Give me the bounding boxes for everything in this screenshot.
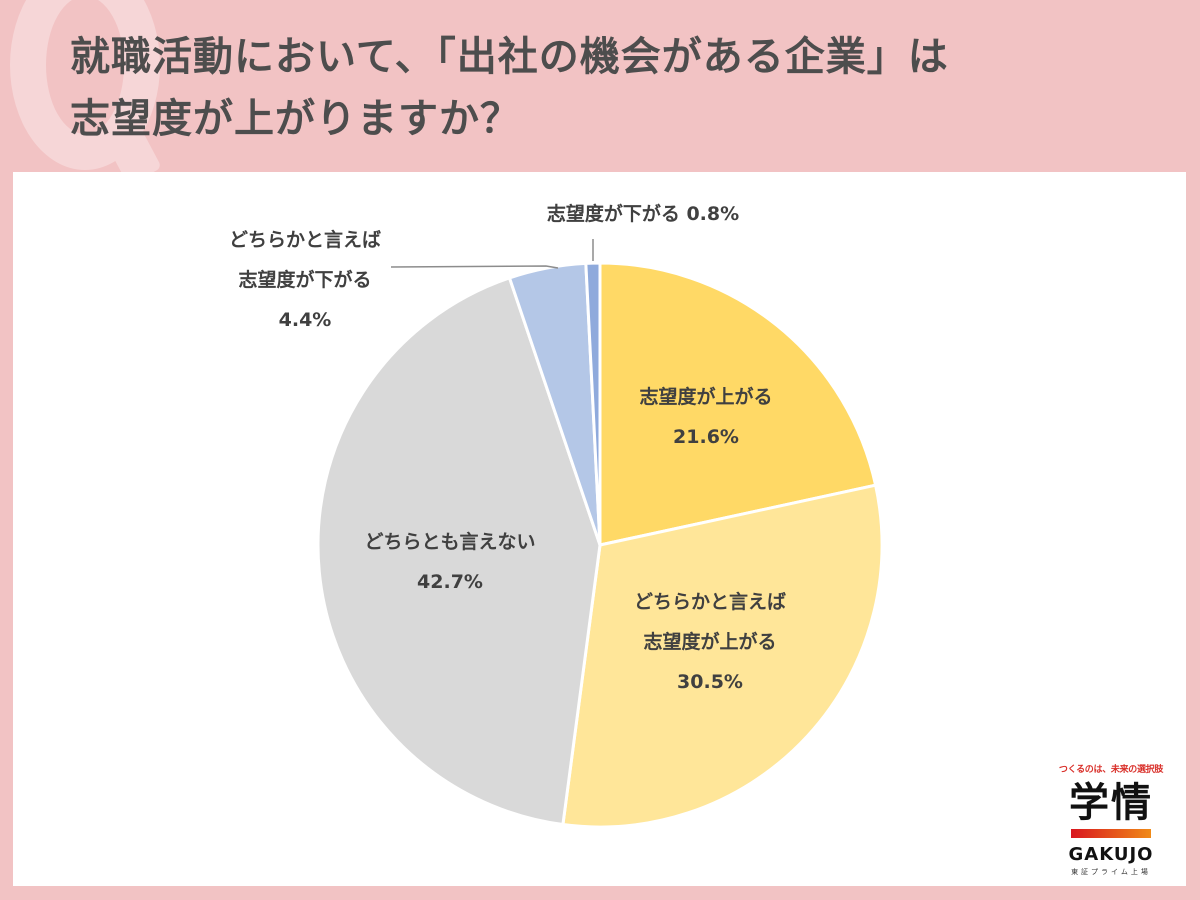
label-neutral: どちらとも言えない 42.7% xyxy=(364,522,535,602)
logo-gradient-bar xyxy=(1071,829,1151,838)
gakujo-logo: つくるのは、未来の選択肢 学情 GAKUJO 東証プライム上場 xyxy=(1051,762,1171,877)
label-slightly-increase-line2: 志望度が上がる xyxy=(643,631,777,653)
slice-slightly-increase xyxy=(561,483,884,829)
logo-name-en: GAKUJO xyxy=(1068,844,1154,865)
label-neutral-value: 42.7% xyxy=(417,571,483,593)
chart-panel: 志望度が上がる 21.6% どちらかと言えば 志望度が上がる 30.5% どちら… xyxy=(13,172,1186,886)
label-slightly-increase-value: 30.5% xyxy=(677,671,743,693)
label-slightly-decrease: どちらかと言えば 志望度が下がる 4.4% xyxy=(229,220,381,340)
pie-slices xyxy=(316,261,884,829)
title-line-1: 就職活動において、「出社の機会がある企業」は xyxy=(70,34,949,80)
logo-subtitle: 東証プライム上場 xyxy=(1071,868,1151,876)
slice-decrease xyxy=(584,261,602,546)
label-slightly-decrease-value: 4.4% xyxy=(278,309,332,331)
label-slightly-increase: どちらかと言えば 志望度が上がる 30.5% xyxy=(634,582,786,702)
label-decrease-text: 志望度が下がる 0.8% xyxy=(546,203,740,225)
logo-tagline: つくるのは、未来の選択肢 xyxy=(1058,765,1164,775)
label-increase-value: 21.6% xyxy=(673,426,739,448)
label-slightly-increase-line1: どちらかと言えば xyxy=(633,591,787,613)
label-decrease: 志望度が下がる 0.8% xyxy=(547,194,739,234)
pie-chart xyxy=(316,239,884,829)
label-increase: 志望度が上がる 21.6% xyxy=(639,377,772,457)
slice-increase xyxy=(598,261,878,547)
logo-name-jp: 学情 xyxy=(1069,780,1153,826)
title-line-2: 志望度が上がりますか？ xyxy=(70,96,521,142)
label-neutral-name: どちらとも言えない xyxy=(364,531,536,553)
slice-neutral xyxy=(316,276,602,827)
label-increase-name: 志望度が上がる xyxy=(639,386,773,408)
leader-line-slightly-lower xyxy=(390,265,559,269)
label-slightly-decrease-line2: 志望度が下がる xyxy=(238,269,372,291)
page-title: 就職活動において、「出社の機会がある企業」は 志望度が上がりますか？ xyxy=(70,26,949,150)
label-slightly-decrease-line1: どちらかと言えば xyxy=(228,229,382,251)
